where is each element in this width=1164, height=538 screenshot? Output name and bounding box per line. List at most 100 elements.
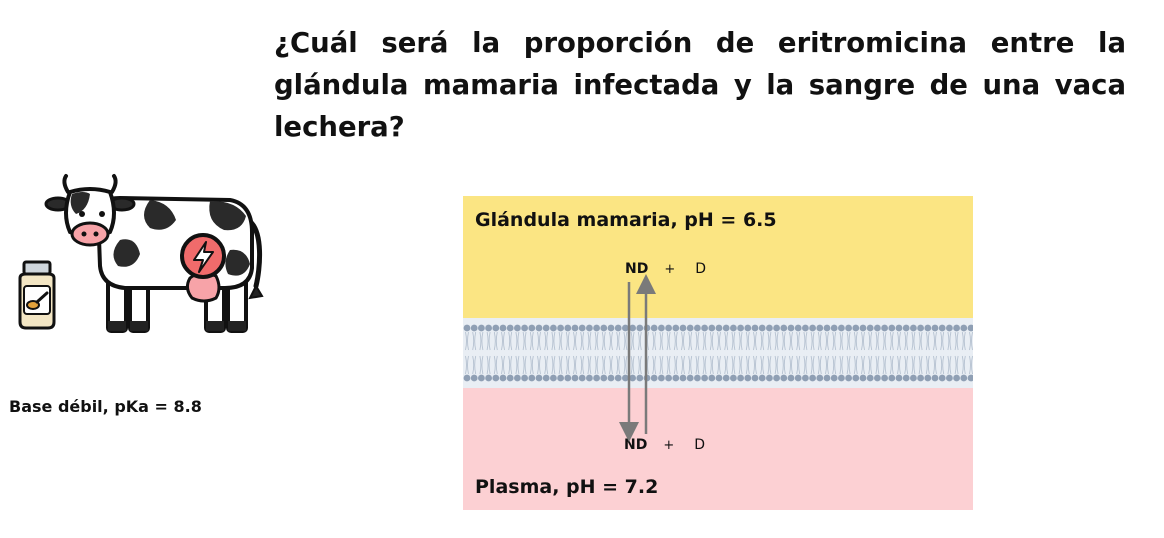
- lipid-head: [485, 374, 492, 382]
- compartment-label-bottom: Plasma, pH = 7.2: [475, 476, 659, 498]
- lipid-head: [794, 324, 802, 332]
- lipid-head: [910, 324, 917, 332]
- lipid-head: [679, 374, 687, 382]
- lipid-head: [715, 324, 723, 332]
- lipid-head: [557, 324, 564, 332]
- lipid-head: [701, 374, 708, 382]
- lipid-head: [506, 324, 514, 332]
- question-text: ¿Cuál será la proporción de eritromicina…: [274, 27, 1126, 143]
- lipid-head: [463, 324, 471, 332]
- lipid-head: [780, 374, 788, 382]
- lipid-head: [852, 324, 860, 332]
- lipid-head: [715, 374, 723, 382]
- lipid-head: [838, 324, 845, 332]
- lipid-head: [766, 374, 773, 382]
- lipid-head: [874, 324, 881, 332]
- lipid-head: [902, 374, 910, 382]
- lipid-head: [938, 324, 946, 332]
- lipid-head: [816, 324, 824, 332]
- lipid-head: [564, 324, 572, 332]
- compartment-label-top: Glándula mamaria, pH = 6.5: [475, 209, 777, 231]
- lipid-head: [686, 324, 694, 332]
- lipid-head: [794, 374, 802, 382]
- lipid-head: [485, 324, 492, 332]
- lipid-head: [557, 374, 564, 382]
- lipid-head: [593, 324, 600, 332]
- lipid-head: [694, 374, 701, 382]
- lipid-head: [953, 324, 960, 332]
- lipid-head: [521, 324, 528, 332]
- lipid-head: [852, 374, 860, 382]
- lipid-head: [694, 324, 701, 332]
- lipid-head: [924, 374, 932, 382]
- lipid-head: [859, 374, 867, 382]
- lipid-head: [809, 374, 816, 382]
- medicine-jar-icon: [18, 260, 56, 330]
- lipid-head: [629, 374, 636, 382]
- lipid-head: [902, 324, 910, 332]
- lipid-head: [672, 374, 680, 382]
- lipid-head: [967, 324, 973, 332]
- lipid-head: [535, 374, 543, 382]
- lipid-head: [737, 324, 744, 332]
- lipid-head: [802, 324, 809, 332]
- lipid-head: [636, 374, 644, 382]
- lipid-head: [773, 324, 780, 332]
- lightning-badge-icon: [180, 233, 226, 279]
- lipid-head: [758, 374, 766, 382]
- lipid-head: [550, 324, 557, 332]
- lipid-head: [514, 324, 521, 332]
- lipid-head: [665, 324, 672, 332]
- lipid-head: [614, 374, 622, 382]
- lipid-head: [722, 374, 730, 382]
- drug-label: Base débil, pKa = 8.8: [9, 397, 202, 416]
- lipid-head: [758, 324, 766, 332]
- lipid-head: [708, 324, 716, 332]
- lipid-head: [679, 324, 687, 332]
- lipid-head: [622, 374, 629, 382]
- lipid-head: [881, 374, 888, 382]
- lipid-head: [722, 324, 730, 332]
- lipid-head: [830, 324, 838, 332]
- lipid-head: [895, 374, 903, 382]
- lipid-head: [737, 374, 744, 382]
- lipid-head: [881, 324, 888, 332]
- lipid-head: [744, 374, 752, 382]
- lipid-head: [931, 324, 939, 332]
- lipid-head: [802, 374, 809, 382]
- lipid-head: [823, 374, 831, 382]
- species-nd-top: ND: [625, 261, 649, 277]
- lipid-head: [600, 374, 608, 382]
- lipid-head: [701, 324, 708, 332]
- lipid-head: [622, 324, 629, 332]
- lipid-head: [838, 374, 845, 382]
- lipid-head: [542, 374, 550, 382]
- species-d-top: D: [695, 261, 707, 277]
- lipid-head: [658, 324, 665, 332]
- lipid-head: [730, 374, 737, 382]
- lipid-head: [938, 374, 946, 382]
- lipid-head: [888, 324, 896, 332]
- lipid-head: [672, 324, 680, 332]
- lipid-head: [751, 324, 759, 332]
- species-d-bottom: D: [694, 437, 706, 453]
- lipid-head: [650, 374, 658, 382]
- lipid-head: [528, 374, 536, 382]
- lipid-head: [514, 374, 521, 382]
- lipid-head: [593, 374, 600, 382]
- lipid-head: [463, 374, 471, 382]
- lipid-head: [830, 374, 838, 382]
- lipid-head: [586, 374, 593, 382]
- lipid-head: [845, 324, 852, 332]
- species-plus-top: +: [664, 262, 676, 277]
- lipid-head: [470, 324, 478, 332]
- lipid-head: [809, 324, 816, 332]
- lipid-head: [492, 374, 500, 382]
- lipid-head: [571, 324, 579, 332]
- lipid-head: [845, 374, 852, 382]
- lipid-head: [946, 324, 953, 332]
- lipid-head: [535, 324, 543, 332]
- lipid-head: [578, 324, 586, 332]
- lipid-head: [665, 374, 672, 382]
- lipid-head: [478, 374, 485, 382]
